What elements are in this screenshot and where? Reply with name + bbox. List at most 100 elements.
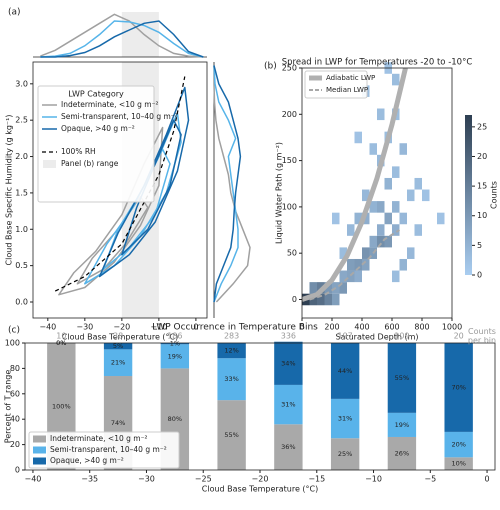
colorbar-tick-label: 20: [477, 152, 487, 161]
heat-cell: [384, 177, 392, 190]
heat-cell: [309, 293, 317, 306]
bar: [444, 343, 473, 432]
bar-value-label: 34%: [281, 359, 295, 367]
count-label: 186: [167, 332, 182, 341]
bar-value-label: 25%: [338, 450, 352, 458]
x-tick-label: −40: [39, 323, 56, 332]
legend-swatch: [33, 457, 46, 465]
density-line: [40, 20, 204, 58]
x-axis-label: Saturated Depth (m): [335, 333, 418, 342]
y-tick-label: 0.5: [15, 261, 28, 270]
heat-cell: [347, 258, 355, 271]
heat-cell: [339, 270, 347, 283]
heat-cell: [392, 73, 400, 86]
heat-cell: [317, 293, 325, 306]
count-label: 38: [113, 332, 123, 341]
bar-value-label: 1%: [170, 340, 180, 348]
bar: [274, 424, 303, 470]
y-tick-label: 3.0: [15, 79, 28, 88]
heat-cell: [377, 224, 385, 236]
bar: [444, 457, 473, 470]
panel-label: (a): [8, 8, 21, 18]
bar: [330, 398, 360, 439]
heat-cell: [347, 270, 355, 283]
heat-cell: [414, 224, 422, 236]
heat-cell: [362, 189, 370, 202]
y-tick-label: 100: [5, 339, 20, 348]
heat-cell: [377, 201, 385, 213]
legend-title: LWP Category: [68, 90, 124, 99]
heat-cell: [347, 224, 355, 236]
x-tick-label: −30: [138, 475, 155, 484]
x-tick-label: −20: [252, 475, 269, 484]
contour: [102, 148, 171, 271]
x-tick-label: −25: [195, 475, 212, 484]
bar: [217, 343, 246, 359]
band: [121, 12, 159, 57]
legend-swatch: [43, 160, 56, 168]
heat-cell: [354, 270, 362, 283]
x-tick-label: 200: [324, 323, 339, 332]
y-tick-label: 1.5: [15, 188, 28, 197]
legend-label: Indeterminate, <10 g m⁻²: [61, 100, 159, 109]
x-tick-label: −10: [365, 475, 382, 484]
heat-cell: [339, 282, 347, 294]
y-tick-label: 150: [282, 156, 297, 165]
heat-cell: [392, 201, 400, 213]
legend-label: Panel (b) range: [61, 159, 119, 168]
y-tick-label: 100: [282, 202, 297, 211]
x-tick-label: 0: [485, 475, 490, 484]
y-tick-label: 50: [287, 249, 297, 258]
heat-cell: [324, 282, 332, 294]
count-label: 20: [454, 332, 464, 341]
bar: [274, 341, 303, 385]
density-line: [213, 65, 239, 303]
heat-cell: [399, 258, 407, 271]
x-tick-label: −5: [424, 475, 436, 484]
y-tick-label: 20: [10, 440, 20, 449]
legend-label: Adiabatic LWP: [326, 74, 375, 82]
x-tick-label: −10: [150, 323, 167, 332]
bar-value-label: 26%: [395, 449, 409, 457]
bar: [387, 343, 417, 413]
density-line: [40, 20, 204, 58]
y-axis-label: Liquid Water Path (g m⁻²): [275, 142, 284, 244]
y-axis-label: Percent of T range: [4, 370, 13, 444]
bar-value-label: 20%: [451, 441, 465, 449]
heat-cell: [309, 282, 317, 294]
x-tick-label: 1000: [442, 323, 462, 332]
y-tick-label: 0: [15, 466, 20, 475]
bar-value-label: 10%: [451, 460, 465, 468]
count-label: 109: [394, 332, 409, 341]
bar-value-label: 55%: [224, 431, 238, 439]
heat-cell: [354, 212, 362, 225]
bar-value-label: 12%: [224, 347, 238, 355]
legend-label: Median LWP: [326, 86, 368, 94]
legend-swatch: [33, 435, 46, 443]
contour: [98, 86, 190, 278]
heat-cell: [354, 258, 362, 271]
bar: [444, 431, 473, 458]
legend-label: Opaque, >40 g m⁻²: [50, 456, 124, 465]
y-tick-label: 2.0: [15, 152, 28, 161]
line: [309, 229, 401, 301]
colorbar-label: Counts: [490, 181, 499, 209]
x-tick-label: 800: [414, 323, 429, 332]
colorbar: [465, 115, 472, 275]
contour: [58, 126, 164, 296]
legend-box: [37, 85, 155, 203]
heat-cell: [392, 166, 400, 178]
legend-label: Semi-transparent, 10–40 g m⁻²: [61, 112, 178, 121]
heat-cell: [392, 270, 400, 283]
x-tick-label: 0: [299, 323, 304, 332]
legend-label: Indeterminate, <10 g m⁻²: [50, 434, 148, 443]
bar-value-label: 31%: [281, 401, 295, 409]
axes-frame: [301, 67, 453, 319]
heat-cell: [369, 201, 377, 213]
bar: [160, 343, 190, 345]
x-axis-label: Cloud Base Temperature (°C): [202, 485, 318, 494]
heat-cell: [332, 212, 340, 225]
heat-cell: [369, 235, 377, 248]
count-label: 10: [56, 332, 66, 341]
